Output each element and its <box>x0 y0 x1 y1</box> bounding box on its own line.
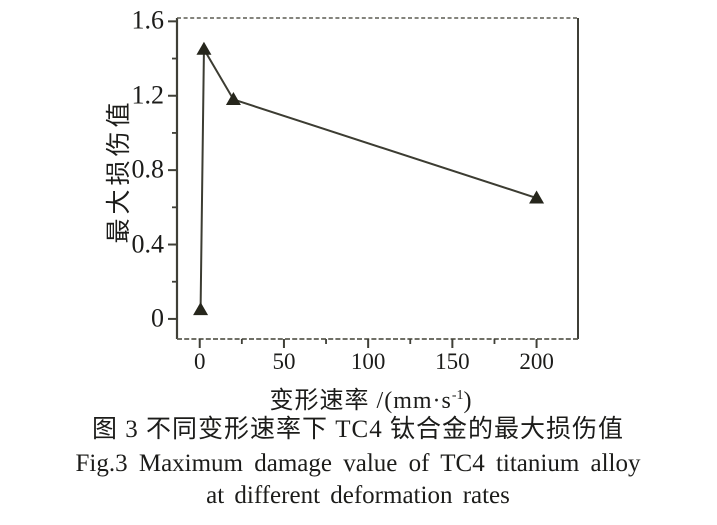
x-axis-label-close: ) <box>463 388 473 414</box>
x-axis-label: 变形速率 /(mm·s-1) <box>270 380 473 415</box>
data-marker-triangle <box>529 190 545 204</box>
data-marker-triangle <box>193 302 209 316</box>
y-tick-label: 1.2 <box>131 80 165 110</box>
caption-chinese: 图 3 不同变形速率下 TC4 钛合金的最大损伤值 <box>92 416 624 443</box>
x-tick-label: 0 <box>193 349 206 374</box>
x-axis-label-superscript: -1 <box>451 388 464 403</box>
data-line <box>199 45 537 310</box>
x-tick-label: 50 <box>272 349 296 374</box>
y-tick-label: 0.8 <box>131 154 165 184</box>
y-tick-label: 0 <box>151 303 164 333</box>
x-tick-label: 150 <box>435 349 470 374</box>
y-tick-label: 0.4 <box>131 228 165 258</box>
caption-english-line1: Fig.3 Maximum damage value of TC4 titani… <box>75 450 641 477</box>
data-marker-triangle <box>196 41 212 55</box>
x-tick-label: 100 <box>350 349 386 374</box>
y-tick-label: 1.6 <box>131 5 165 35</box>
x-tick-label: 200 <box>519 349 554 374</box>
x-axis-label-text: 变形速率 /(mm·s <box>269 388 452 414</box>
caption-english-line2: at different deformation rates <box>206 482 510 509</box>
data-marker-triangle <box>225 91 241 105</box>
